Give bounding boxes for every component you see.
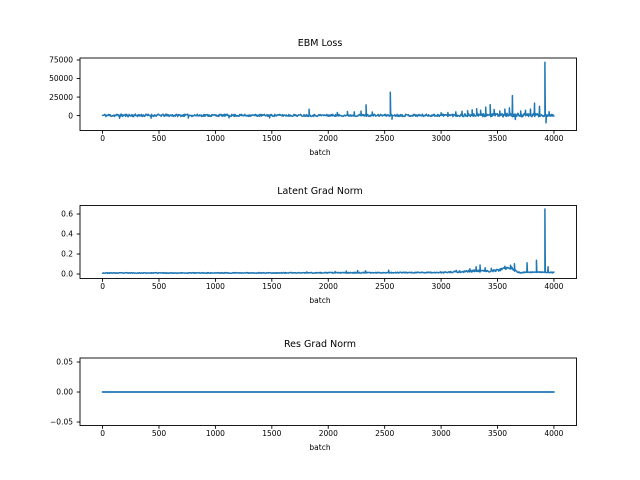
y-tick-label-2: 0.05 <box>56 358 73 367</box>
x-tick-label-1: 2500 <box>375 282 394 291</box>
y-tick-label-1: 0.0 <box>61 270 73 279</box>
x-tick-label-1: 1000 <box>206 282 225 291</box>
x-axis-label-batch-bottom: batch <box>309 443 331 452</box>
x-tick-label-0: 500 <box>152 134 167 143</box>
x-tick-label-1: 2000 <box>319 282 338 291</box>
x-tick-label-0: 1000 <box>206 134 225 143</box>
axes-frame-1 <box>79 205 577 279</box>
y-tick-label-1: 0.4 <box>61 230 73 239</box>
x-tick-label-1: 3000 <box>432 282 451 291</box>
axes-frame-0 <box>79 57 577 131</box>
x-tick-label-2: 2000 <box>319 429 338 438</box>
y-tick-label-1: 0.6 <box>61 210 73 219</box>
x-tick-label-2: 0 <box>100 429 105 438</box>
x-tick-label-0: 3000 <box>432 134 451 143</box>
plot-title-latent-grad-norm: Latent Grad Norm <box>277 186 363 197</box>
x-tick-label-0: 4000 <box>544 134 563 143</box>
y-tick-label-0: 25000 <box>49 93 73 102</box>
x-tick-label-0: 0 <box>100 134 105 143</box>
y-tick-label-2: −0.05 <box>50 418 73 427</box>
y-tick-label-2: 0.00 <box>56 388 73 397</box>
plot-title-res-grad-norm: Res Grad Norm <box>283 339 357 350</box>
x-tick-label-2: 1000 <box>206 429 225 438</box>
x-axis-label-batch-middle: batch <box>309 296 331 305</box>
x-tick-label-2: 1500 <box>262 429 281 438</box>
x-tick-label-2: 3500 <box>488 429 507 438</box>
x-tick-label-2: 2500 <box>375 429 394 438</box>
x-tick-label-2: 4000 <box>544 429 563 438</box>
x-tick-label-1: 1500 <box>262 282 281 291</box>
y-tick-label-0: 50000 <box>49 74 73 83</box>
x-tick-label-1: 0 <box>100 282 105 291</box>
x-tick-label-1: 500 <box>152 282 167 291</box>
y-tick-label-0: 0 <box>68 111 73 120</box>
y-tick-label-1: 0.2 <box>61 250 73 259</box>
x-tick-label-1: 4000 <box>544 282 563 291</box>
plot-title-ebm-loss: EBM Loss <box>297 38 343 49</box>
data-line-0 <box>101 61 555 124</box>
x-tick-label-0: 2500 <box>375 134 394 143</box>
x-tick-label-0: 2000 <box>319 134 338 143</box>
x-tick-label-2: 3000 <box>432 429 451 438</box>
x-tick-label-0: 1500 <box>262 134 281 143</box>
y-tick-label-0: 75000 <box>49 56 73 65</box>
x-axis-label-batch-top: batch <box>309 148 331 157</box>
x-tick-label-2: 500 <box>152 429 167 438</box>
data-line-1 <box>101 208 555 275</box>
x-tick-label-0: 3500 <box>488 134 507 143</box>
x-tick-label-1: 3500 <box>488 282 507 291</box>
